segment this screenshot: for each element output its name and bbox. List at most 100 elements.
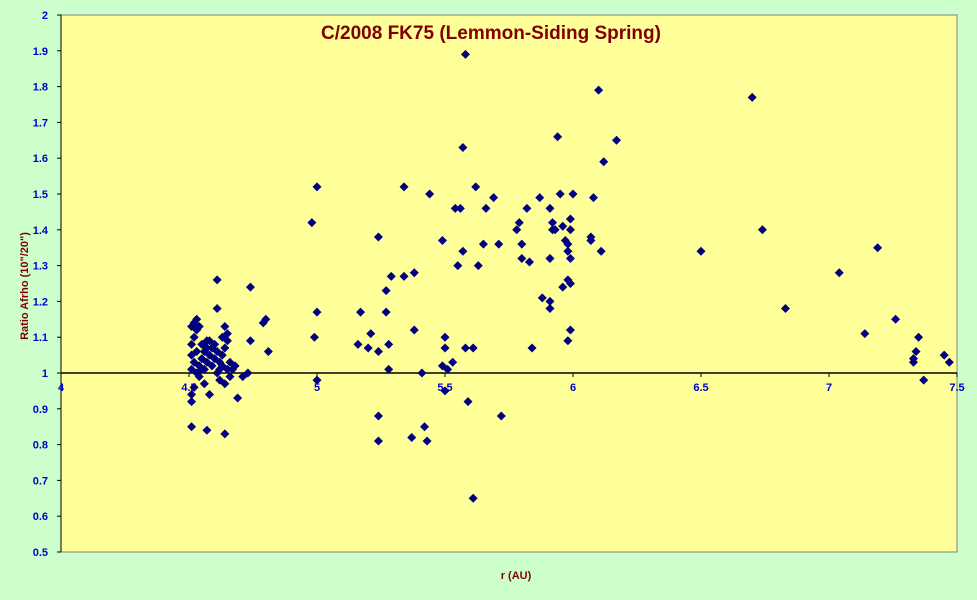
data-point-marker — [207, 361, 217, 371]
data-point-marker — [458, 142, 468, 152]
x-tick-label: 4 — [58, 382, 65, 394]
data-point-marker — [399, 271, 409, 281]
data-point-marker — [312, 307, 322, 317]
data-point-marker — [545, 203, 555, 213]
data-point-marker — [944, 357, 954, 367]
data-point-marker — [891, 314, 901, 324]
data-point-marker — [514, 218, 524, 228]
y-tick-label: 1.7 — [33, 117, 48, 129]
data-point-marker — [448, 357, 458, 367]
data-point-marker — [194, 321, 204, 331]
data-point-marker — [563, 239, 573, 249]
data-point-marker — [312, 375, 322, 385]
data-point-marker — [307, 218, 317, 228]
data-point-marker — [455, 203, 465, 213]
y-tick-label: 1.6 — [33, 153, 48, 165]
data-point-marker — [202, 336, 212, 346]
data-point-marker — [565, 325, 575, 335]
data-point-marker — [914, 332, 924, 342]
data-point-marker — [757, 225, 767, 235]
data-point-marker — [565, 253, 575, 263]
data-point-marker — [443, 364, 453, 374]
data-point-marker — [245, 336, 255, 346]
data-point-marker — [199, 379, 209, 389]
data-point-marker — [222, 364, 232, 374]
data-point-marker — [366, 329, 376, 339]
data-point-marker — [422, 436, 432, 446]
data-point-marker — [860, 329, 870, 339]
x-tick-label: 6.5 — [693, 382, 708, 394]
data-point-marker — [563, 336, 573, 346]
data-point-marker — [440, 386, 450, 396]
data-point-marker — [212, 275, 222, 285]
data-point-marker — [555, 189, 565, 199]
data-point-marker — [381, 286, 391, 296]
data-point-marker — [453, 261, 463, 271]
data-point-marker — [473, 261, 483, 271]
data-point-marker — [939, 350, 949, 360]
plot-area — [60, 14, 958, 553]
data-point-marker — [594, 85, 604, 95]
y-tick-label: 1.3 — [33, 261, 48, 273]
data-point-marker — [568, 189, 578, 199]
data-point-marker — [522, 203, 532, 213]
data-point-marker — [373, 436, 383, 446]
data-point-marker — [417, 368, 427, 378]
x-tick-label: 7.5 — [949, 382, 964, 394]
y-tick-label: 1.8 — [33, 82, 48, 94]
data-point-marker — [420, 422, 430, 432]
data-point-marker — [220, 321, 230, 331]
data-point-marker — [425, 189, 435, 199]
data-point-marker — [586, 232, 596, 242]
data-point-marker — [517, 239, 527, 249]
data-point-marker — [356, 307, 366, 317]
data-point-marker — [440, 332, 450, 342]
data-point-marker — [217, 350, 227, 360]
y-tick-label: 0.8 — [33, 440, 48, 452]
data-point-marker — [373, 411, 383, 421]
data-point-marker — [565, 225, 575, 235]
data-point-marker — [599, 157, 609, 167]
data-point-marker — [202, 343, 212, 353]
data-point-marker — [437, 236, 447, 246]
data-point-marker — [780, 304, 790, 314]
data-point-marker — [908, 354, 918, 364]
data-point-marker — [386, 271, 396, 281]
data-point-marker — [450, 203, 460, 213]
data-point-marker — [373, 347, 383, 357]
x-tick-label: 6 — [570, 382, 576, 394]
data-point-marker — [215, 364, 225, 374]
data-point-marker — [489, 193, 499, 203]
data-point-marker — [478, 239, 488, 249]
y-tick-label: 1.5 — [33, 189, 48, 201]
data-point-marker — [187, 389, 197, 399]
data-point-marker — [463, 397, 473, 407]
data-point-marker — [468, 493, 478, 503]
y-tick-label: 0.6 — [33, 511, 48, 523]
data-point-marker — [384, 364, 394, 374]
data-point-marker — [189, 382, 199, 392]
data-point-marker — [565, 279, 575, 288]
data-point-marker — [440, 343, 450, 353]
data-point-marker — [565, 214, 575, 224]
data-point-marker — [217, 332, 227, 342]
data-point-marker — [245, 282, 255, 292]
data-point-marker — [225, 372, 235, 382]
y-tick-label: 0.9 — [33, 404, 48, 416]
data-point-marker — [527, 343, 537, 353]
x-tick-label: 5 — [314, 382, 320, 394]
y-tick-label: 1 — [42, 368, 48, 380]
data-point-marker — [243, 368, 253, 378]
data-point-marker — [524, 257, 534, 267]
data-point-marker — [460, 49, 470, 59]
data-point-marker — [696, 246, 706, 256]
y-tick-label: 1.4 — [33, 225, 49, 237]
x-axis-title: r (AU) — [501, 570, 532, 582]
data-point-marker — [192, 314, 202, 324]
data-point-marker — [381, 307, 391, 317]
y-tick-label: 0.7 — [33, 475, 48, 487]
data-point-marker — [612, 135, 622, 145]
data-point-marker — [873, 243, 883, 253]
data-point-marker — [471, 182, 481, 192]
